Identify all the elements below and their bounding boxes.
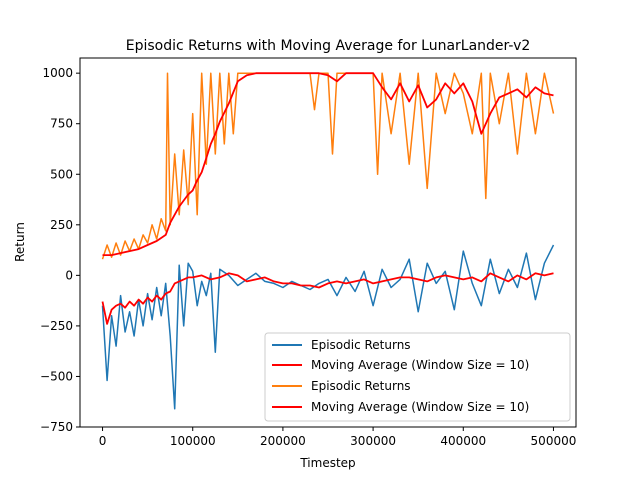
legend-label-3: Episodic Returns <box>311 379 411 393</box>
y-tick-label: −500 <box>40 369 73 383</box>
y-tick-label: 250 <box>50 218 73 232</box>
legend-label-1: Episodic Returns <box>311 338 411 352</box>
series-line-4 <box>102 72 554 257</box>
legend: Episodic Returns Moving Average (Window … <box>264 332 571 422</box>
series-line-3 <box>101 72 555 260</box>
y-tick-label: 750 <box>50 117 73 131</box>
x-tick-label: 300000 <box>350 434 396 448</box>
y-tick-label: −750 <box>40 420 73 434</box>
y-tick-label: −250 <box>40 319 73 333</box>
x-axis: 0 100000 200000 300000 400000 500000 <box>99 427 577 448</box>
plot-area <box>101 72 555 410</box>
x-tick-label: 500000 <box>531 434 577 448</box>
y-tick-label: 0 <box>65 268 73 282</box>
y-axis: −750 −500 −250 0 250 500 750 1000 <box>40 66 80 434</box>
y-axis-label: Return <box>13 222 27 262</box>
y-tick-label: 1000 <box>42 66 73 80</box>
legend-box <box>264 332 571 422</box>
x-tick-label: 200000 <box>260 434 306 448</box>
y-tick-label: 500 <box>50 167 73 181</box>
chart-title: Episodic Returns with Moving Average for… <box>126 38 531 54</box>
series-line-1 <box>101 244 555 410</box>
x-axis-label: Timestep <box>299 456 355 470</box>
legend-label-2: Moving Average (Window Size = 10) <box>311 358 529 372</box>
series-line-2 <box>101 272 554 325</box>
legend-label-4: Moving Average (Window Size = 10) <box>311 400 529 414</box>
x-tick-label: 0 <box>99 434 107 448</box>
x-tick-label: 100000 <box>170 434 216 448</box>
plot-frame <box>79 57 577 428</box>
x-tick-label: 400000 <box>440 434 486 448</box>
